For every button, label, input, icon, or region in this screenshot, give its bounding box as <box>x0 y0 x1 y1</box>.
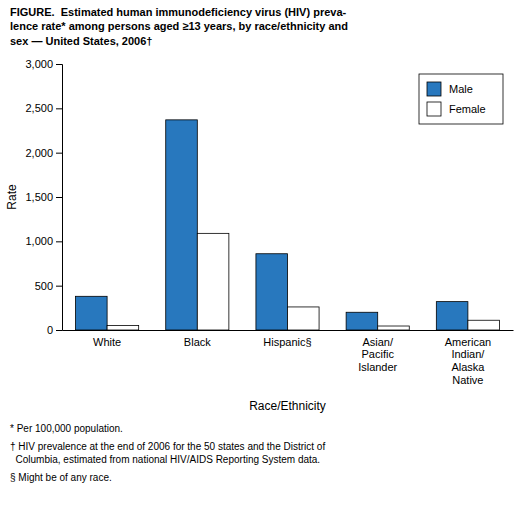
tick: Asian/PacificIslander <box>358 336 397 373</box>
legend-label: Female <box>449 103 486 115</box>
tick-label: Asian/PacificIslander <box>358 336 397 373</box>
tick: 3,000 <box>25 58 62 70</box>
tick: 2,000 <box>25 147 62 159</box>
tick-mark <box>56 64 62 65</box>
tick-mark <box>56 108 62 109</box>
legend-frame <box>419 74 503 124</box>
x-axis-label: Race/Ethnicity <box>249 399 326 413</box>
bar <box>468 320 500 330</box>
legend-swatch <box>427 82 441 96</box>
tick-label: Hispanic§ <box>263 336 311 348</box>
tick: AmericanIndian/AlaskaNative <box>445 336 491 386</box>
bar <box>378 326 410 330</box>
plot: 0 500 1,000 1,500 2,000 2,500 3,000 White Black H… <box>25 58 513 386</box>
tick-label: 1,000 <box>25 235 53 247</box>
bars <box>76 120 500 330</box>
tick: 500 <box>35 280 62 292</box>
bar <box>197 233 229 330</box>
series <box>76 120 468 330</box>
tick-label: 1,500 <box>25 191 53 203</box>
legend-label: Male <box>449 83 473 95</box>
tick: White <box>93 336 121 348</box>
tick: 1,000 <box>25 235 62 247</box>
legend-item: Female <box>427 102 486 116</box>
tick-mark <box>56 153 62 154</box>
bar <box>107 326 139 330</box>
tick-label: 3,000 <box>25 58 53 70</box>
bar <box>166 120 198 330</box>
tick-label: 2,000 <box>25 147 53 159</box>
chart: FIGURE. Estimated human immunodeficiency… <box>0 0 529 518</box>
tick-mark <box>56 197 62 198</box>
footnote: § Might be of any race. <box>10 472 112 483</box>
tick: 0 <box>47 324 62 336</box>
y-axis-label: Rate <box>5 184 19 210</box>
bar <box>76 296 108 330</box>
footnote: * Per 100,000 population. <box>10 423 123 434</box>
axis-line <box>63 330 514 331</box>
tick-label: 2,500 <box>25 102 53 114</box>
tick-mark <box>56 241 62 242</box>
legend-item: Male <box>427 82 473 96</box>
tick-mark <box>56 286 62 287</box>
tick-mark <box>56 330 62 331</box>
bar <box>256 254 288 330</box>
title: FIGURE. Estimated human immunodeficiency… <box>10 6 348 47</box>
bar <box>436 302 468 330</box>
y-axis: 0 500 1,000 1,500 2,000 2,500 3,000 <box>25 58 62 336</box>
bar <box>288 307 320 330</box>
footnote: † HIV prevalence at the end of 2006 for … <box>10 441 325 466</box>
tick-label: 500 <box>35 280 53 292</box>
tick: Hispanic§ <box>263 336 311 348</box>
tick-label: AmericanIndian/AlaskaNative <box>445 336 491 386</box>
x-axis: White Black Hispanic§ Asian/PacificIslander… <box>63 331 514 386</box>
series <box>107 233 499 330</box>
tick-label: White <box>93 336 121 348</box>
tick: 2,500 <box>25 102 62 114</box>
tick: 1,500 <box>25 191 62 203</box>
legend: Male Female <box>419 74 503 124</box>
bar <box>346 312 378 330</box>
tick-label: Black <box>184 336 211 348</box>
tick-label: 0 <box>47 324 53 336</box>
axis-line <box>56 65 63 331</box>
tick: Black <box>184 336 211 348</box>
legend-swatch <box>427 102 441 116</box>
